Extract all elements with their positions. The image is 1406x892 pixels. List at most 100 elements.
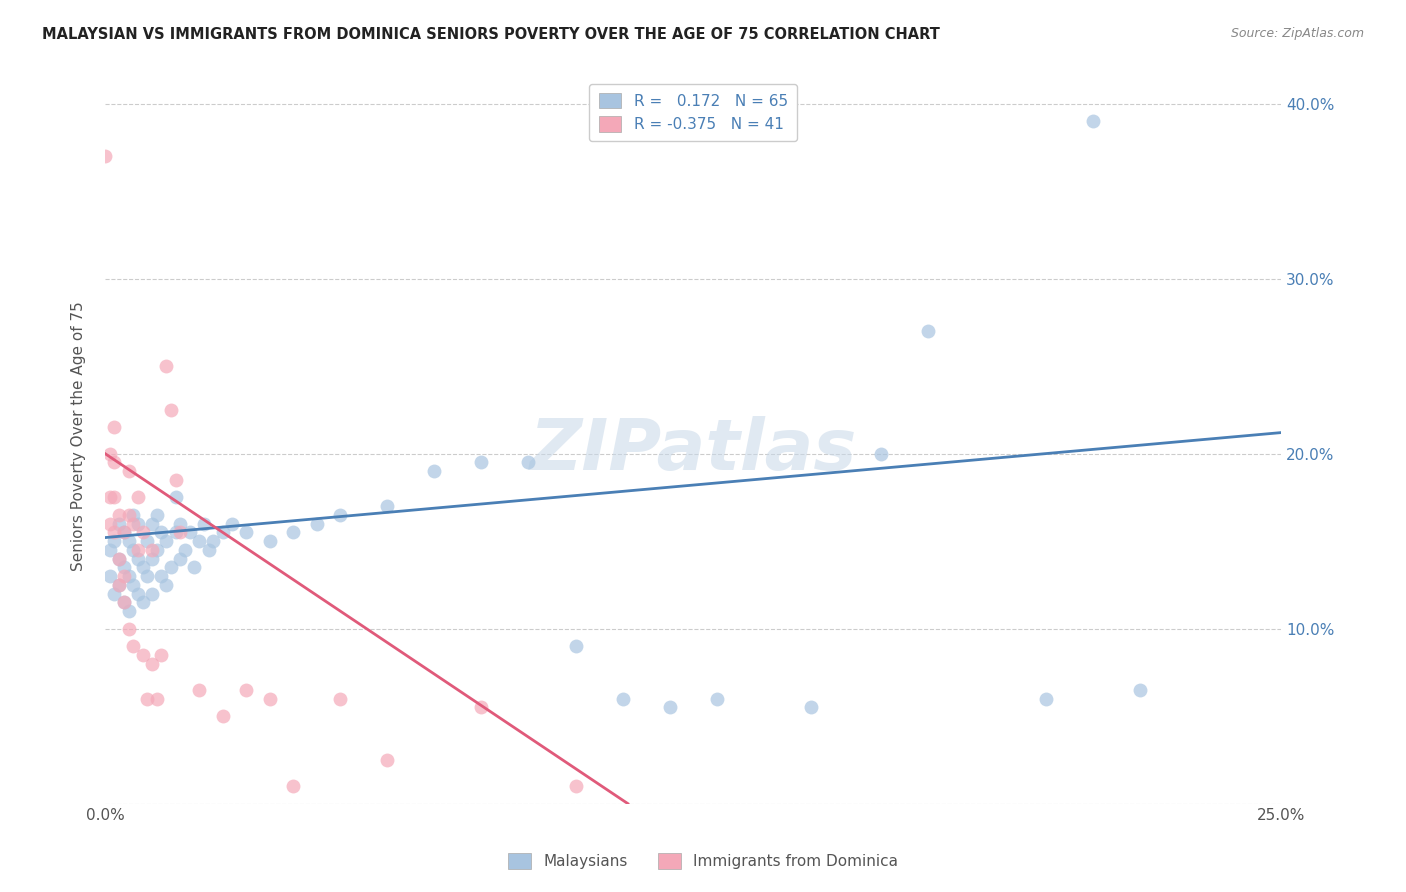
Point: [136, 691, 159, 706]
Point: [155, 578, 177, 592]
Point: [470, 700, 492, 714]
Text: MALAYSIAN VS IMMIGRANTS FROM DOMINICA SENIORS POVERTY OVER THE AGE OF 75 CORRELA: MALAYSIAN VS IMMIGRANTS FROM DOMINICA SE…: [42, 27, 941, 42]
Point: [305, 516, 328, 531]
Point: [155, 534, 177, 549]
Point: [283, 779, 305, 793]
Point: [103, 525, 125, 540]
Point: [117, 604, 139, 618]
Point: [141, 542, 163, 557]
Point: [117, 508, 139, 522]
Point: [136, 569, 159, 583]
Point: [122, 508, 145, 522]
Point: [141, 586, 163, 600]
Point: [329, 691, 352, 706]
Text: Source: ZipAtlas.com: Source: ZipAtlas.com: [1230, 27, 1364, 40]
Point: [169, 516, 191, 531]
Point: [150, 648, 173, 662]
Point: [131, 525, 153, 540]
Point: [658, 700, 681, 714]
Point: [103, 534, 125, 549]
Point: [221, 516, 243, 531]
Point: [259, 534, 281, 549]
Point: [108, 516, 131, 531]
Point: [183, 560, 205, 574]
Point: [94, 149, 117, 163]
Point: [108, 551, 131, 566]
Point: [131, 595, 153, 609]
Point: [112, 525, 135, 540]
Point: [117, 569, 139, 583]
Point: [145, 691, 167, 706]
Point: [98, 569, 121, 583]
Point: [141, 516, 163, 531]
Point: [1083, 114, 1105, 128]
Point: [188, 534, 211, 549]
Point: [108, 551, 131, 566]
Point: [564, 779, 586, 793]
Point: [141, 551, 163, 566]
Point: [870, 446, 893, 460]
Point: [108, 578, 131, 592]
Point: [122, 578, 145, 592]
Point: [127, 516, 149, 531]
Point: [1129, 682, 1152, 697]
Point: [98, 542, 121, 557]
Point: [145, 542, 167, 557]
Point: [103, 491, 125, 505]
Point: [160, 560, 183, 574]
Point: [174, 542, 197, 557]
Point: [193, 516, 215, 531]
Point: [169, 551, 191, 566]
Point: [127, 586, 149, 600]
Point: [165, 473, 187, 487]
Point: [127, 542, 149, 557]
Point: [612, 691, 634, 706]
Point: [103, 586, 125, 600]
Point: [160, 402, 183, 417]
Point: [127, 551, 149, 566]
Point: [188, 682, 211, 697]
Point: [117, 464, 139, 478]
Point: [145, 508, 167, 522]
Point: [211, 709, 233, 723]
Point: [112, 525, 135, 540]
Point: [1035, 691, 1057, 706]
Point: [165, 491, 187, 505]
Point: [202, 534, 225, 549]
Point: [917, 324, 939, 338]
Point: [259, 691, 281, 706]
Point: [136, 534, 159, 549]
Point: [155, 359, 177, 373]
Point: [122, 516, 145, 531]
Point: [112, 595, 135, 609]
Point: [131, 648, 153, 662]
Legend: R =   0.172   N = 65, R = -0.375   N = 41: R = 0.172 N = 65, R = -0.375 N = 41: [589, 84, 797, 142]
Point: [423, 464, 446, 478]
Point: [150, 525, 173, 540]
Point: [103, 420, 125, 434]
Point: [283, 525, 305, 540]
Point: [127, 491, 149, 505]
Point: [117, 622, 139, 636]
Point: [800, 700, 823, 714]
Point: [211, 525, 233, 540]
Point: [141, 657, 163, 671]
Point: [165, 525, 187, 540]
Point: [169, 525, 191, 540]
Legend: Malaysians, Immigrants from Dominica: Malaysians, Immigrants from Dominica: [502, 847, 904, 875]
Point: [103, 455, 125, 469]
Point: [706, 691, 728, 706]
Y-axis label: Seniors Poverty Over the Age of 75: Seniors Poverty Over the Age of 75: [72, 301, 86, 571]
Point: [235, 682, 257, 697]
Point: [98, 446, 121, 460]
Point: [112, 595, 135, 609]
Point: [179, 525, 201, 540]
Point: [122, 639, 145, 653]
Point: [131, 560, 153, 574]
Point: [517, 455, 540, 469]
Point: [150, 569, 173, 583]
Point: [112, 569, 135, 583]
Point: [98, 516, 121, 531]
Point: [117, 534, 139, 549]
Text: ZIPatlas: ZIPatlas: [530, 417, 856, 485]
